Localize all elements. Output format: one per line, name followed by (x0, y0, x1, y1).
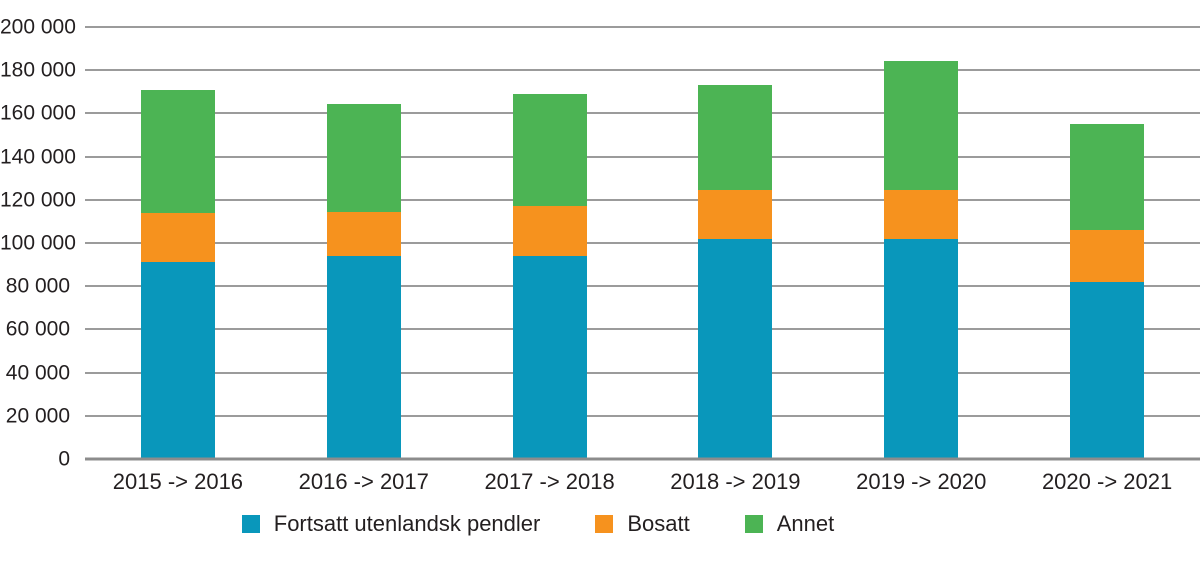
y-tick-label: 0 (58, 447, 70, 471)
gridline (85, 112, 1200, 115)
gridline (85, 26, 1200, 28)
legend-swatch-annet (744, 515, 763, 533)
bar-segment-annet (512, 93, 587, 207)
bar-stack (512, 27, 587, 459)
gridline (85, 414, 1200, 417)
legend-item-annet: Annet (744, 511, 835, 536)
legend-label: Annet (776, 511, 835, 536)
bar-segment-annet (1070, 124, 1145, 231)
bar-segment-bosatt (140, 212, 215, 263)
y-axis: 0 20 000 40 000 60 000 80 000 100 000 120 000 1… (0, 17, 76, 470)
bar-segment-bosatt (884, 190, 959, 239)
bar-stack (140, 27, 215, 459)
gridline (85, 285, 1200, 288)
bar-stack (326, 27, 401, 459)
bar-segment-annet (326, 103, 401, 212)
bar-stack (1070, 27, 1145, 459)
y-tick-label: 60 000 (5, 317, 70, 341)
y-tick-label: 180 000 (0, 58, 76, 82)
bar-segment-bosatt (512, 206, 587, 256)
gridline (85, 328, 1200, 331)
bar-segment-fortsatt-utenlandsk-pendler (512, 255, 587, 459)
bar-segment-fortsatt-utenlandsk-pendler (140, 262, 215, 459)
axis-zero-line (85, 457, 1200, 461)
bar-segment-fortsatt-utenlandsk-pendler (884, 238, 959, 459)
x-tick-label: 2020 -> 2021 (1041, 469, 1173, 494)
x-tick-label: 2016 -> 2017 (298, 469, 429, 494)
y-tick-label: 100 000 (0, 231, 76, 255)
legend-label: Fortsatt utenlandsk pendler (273, 511, 541, 536)
bar-segment-annet (698, 85, 773, 191)
bar-segment-fortsatt-utenlandsk-pendler (326, 255, 401, 459)
legend: Fortsatt utenlandsk pendler Bosatt Annet (0, 513, 1138, 535)
legend-swatch-bosatt (595, 515, 614, 533)
bar-stack (884, 27, 959, 459)
legend-item-bosatt: Bosatt (595, 511, 690, 536)
gridline (85, 69, 1200, 72)
legend-item-fortsatt-utenlandsk-pendler: Fortsatt utenlandsk pendler (241, 511, 541, 536)
gridline (85, 155, 1200, 158)
gridline (85, 198, 1200, 201)
x-tick-label: 2018 -> 2019 (670, 469, 801, 494)
bar-segment-annet (884, 60, 959, 191)
bar-segment-fortsatt-utenlandsk-pendler (1070, 281, 1145, 459)
bar-segment-annet (140, 89, 215, 213)
x-tick-label: 2017 -> 2018 (484, 469, 615, 494)
y-tick-label: 20 000 (5, 404, 70, 428)
y-tick-label: 160 000 (0, 101, 76, 125)
y-tick-label: 140 000 (0, 145, 76, 169)
legend-label: Bosatt (627, 511, 690, 536)
y-tick-label: 80 000 (5, 274, 70, 298)
x-tick-label: 2015 -> 2016 (112, 469, 244, 494)
bar-segment-bosatt (326, 211, 401, 256)
gridline (85, 371, 1200, 374)
legend-swatch-fortsatt-utenlandsk-pendler (241, 515, 260, 533)
bar-segment-bosatt (1070, 230, 1145, 282)
x-axis: 2015 -> 2016 2016 -> 2017 2017 -> 2018 2018… (85, 466, 1200, 498)
y-tick-label: 200 000 (0, 15, 76, 39)
y-tick-label: 120 000 (0, 188, 76, 212)
y-tick-label: 40 000 (5, 361, 70, 385)
x-tick-label: 2019 -> 2020 (856, 469, 987, 494)
plot-area (85, 26, 1200, 461)
bar-stack (698, 27, 773, 459)
bar-segment-fortsatt-utenlandsk-pendler (698, 238, 773, 459)
gridline (85, 242, 1200, 244)
bar-segment-bosatt (698, 190, 773, 239)
